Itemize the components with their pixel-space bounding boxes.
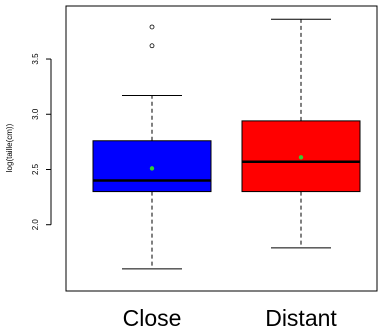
category-label-close: Close	[123, 305, 182, 331]
y-tick-label: 3.5	[31, 53, 40, 65]
boxes	[92, 18, 361, 270]
outlier-point	[149, 43, 155, 49]
y-tick-label: 3.0	[31, 108, 40, 120]
mean-point	[149, 166, 155, 171]
category-labels: Close Distant	[123, 305, 338, 331]
y-axis-title: log(taille(cm))	[5, 123, 14, 172]
box-close	[92, 24, 212, 270]
y-tick-label: 2.0	[31, 219, 40, 231]
plot-frame	[65, 5, 378, 292]
y-ticks: 2.0 2.5 3.0 3.5	[31, 53, 51, 230]
mean-point	[298, 155, 304, 160]
category-label-distant: Distant	[265, 305, 337, 331]
box-distant	[241, 18, 361, 249]
outlier-point	[149, 24, 155, 30]
iqr-box	[92, 140, 212, 193]
y-tick-label: 2.5	[31, 163, 40, 175]
